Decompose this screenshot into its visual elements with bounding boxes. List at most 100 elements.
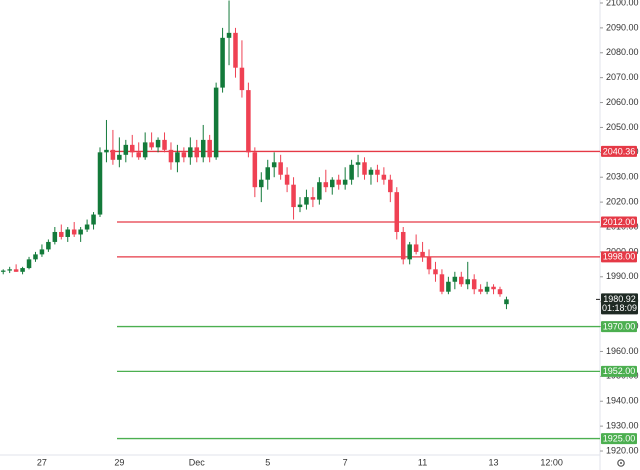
- y-tick-label: 2060.00: [606, 97, 639, 107]
- candle-body: [362, 162, 367, 175]
- candle-body: [162, 139, 167, 150]
- candle-body: [413, 244, 419, 252]
- candle-body: [123, 144, 129, 155]
- candle-body: [439, 274, 445, 292]
- candle-body: [20, 268, 25, 272]
- candle-body: [433, 269, 438, 275]
- level-label: 1998.00: [603, 252, 636, 262]
- candle-body: [117, 154, 122, 160]
- candle-body: [497, 289, 503, 295]
- candle-body: [110, 149, 116, 160]
- settings-gear-center[interactable]: [620, 462, 622, 464]
- candle-body: [175, 152, 180, 163]
- candle-body: [400, 231, 406, 260]
- level-label-box: [601, 321, 637, 333]
- level-label: 1970.00: [603, 321, 636, 331]
- x-tick-label: 5: [265, 457, 270, 467]
- level-label: 1925.00: [603, 433, 636, 443]
- level-label-box: [601, 433, 637, 445]
- settings-icon[interactable]: [617, 459, 625, 467]
- candle-body: [149, 142, 154, 148]
- candle-body: [478, 289, 483, 292]
- settings-gear[interactable]: [617, 459, 625, 467]
- candle-body: [375, 169, 380, 175]
- level-label-box: [601, 145, 637, 157]
- candle-body: [349, 164, 354, 180]
- candle-body: [459, 276, 464, 285]
- level-label-box: [601, 216, 637, 228]
- candle-body: [304, 197, 309, 205]
- candle-body: [284, 174, 290, 185]
- candle-body: [446, 281, 451, 292]
- candle-body: [142, 142, 148, 158]
- candle-body: [278, 162, 283, 175]
- candle-body: [407, 244, 412, 260]
- candle-body: [78, 229, 83, 235]
- candle-body: [323, 182, 329, 188]
- candle-body: [388, 179, 393, 193]
- y-tick-label: 2100.00: [606, 0, 639, 7]
- candle-body: [465, 279, 470, 285]
- countdown-label: 01:18:09: [602, 303, 637, 313]
- candle-body: [368, 169, 374, 175]
- candle-body: [0, 270, 6, 272]
- x-tick-label: 13: [489, 457, 499, 467]
- candle-body: [59, 231, 64, 237]
- candle-body: [252, 152, 258, 188]
- level-label: 2012.00: [603, 217, 636, 227]
- y-tick-label: 1960.00: [606, 346, 639, 356]
- candle-body: [91, 214, 96, 225]
- candle-body: [471, 279, 477, 290]
- x-tick-label: 29: [114, 457, 124, 467]
- candle-body: [136, 152, 141, 158]
- y-tick-label: 1990.00: [606, 271, 639, 281]
- candle-body: [155, 139, 161, 148]
- y-tick-label: 2000.00: [606, 246, 639, 256]
- candle-body: [233, 32, 238, 68]
- candle-body: [52, 231, 58, 242]
- candle-body: [213, 87, 219, 158]
- candle-body: [259, 179, 264, 188]
- candle-body: [7, 269, 12, 271]
- candle-body: [239, 67, 245, 91]
- x-tick-label: Dec: [189, 457, 206, 467]
- candle-body: [188, 147, 193, 158]
- candle-body: [355, 162, 361, 165]
- y-tick-label: 1920.00: [606, 445, 639, 455]
- candle-body: [420, 251, 425, 257]
- candle-body: [200, 139, 206, 158]
- candle-body: [381, 174, 387, 180]
- candle-body: [181, 152, 187, 158]
- last-price-box: [601, 293, 638, 315]
- x-tick-label: 27: [37, 457, 47, 467]
- candle-body: [168, 149, 174, 163]
- y-tick-label: 1930.00: [606, 421, 639, 431]
- candle-body: [71, 229, 77, 235]
- candle-body: [271, 162, 277, 168]
- y-tick-label: 2070.00: [606, 72, 639, 82]
- candle-body: [336, 179, 341, 185]
- candle-body: [310, 197, 316, 200]
- y-tick-label: 2080.00: [606, 47, 639, 57]
- candle-body: [504, 299, 509, 305]
- candle-body: [394, 192, 400, 232]
- y-tick-label: 1940.00: [606, 396, 639, 406]
- y-tick-label: 2090.00: [606, 22, 639, 32]
- level-label: 2040.36: [603, 146, 636, 156]
- x-tick-label: 12:00: [540, 457, 563, 467]
- y-tick-label: 2020.00: [606, 196, 639, 206]
- candle-body: [39, 249, 45, 255]
- candle-body: [226, 32, 232, 38]
- candle-body: [246, 90, 251, 153]
- level-label-box: [601, 251, 637, 263]
- candle-body: [317, 182, 322, 200]
- y-tick-label: 2030.00: [606, 172, 639, 182]
- candle-body: [65, 229, 70, 237]
- candle-body: [46, 241, 51, 250]
- candle-body: [130, 144, 135, 153]
- candle-body: [330, 179, 335, 188]
- candle-body: [297, 204, 303, 208]
- x-tick-label: 7: [343, 457, 348, 467]
